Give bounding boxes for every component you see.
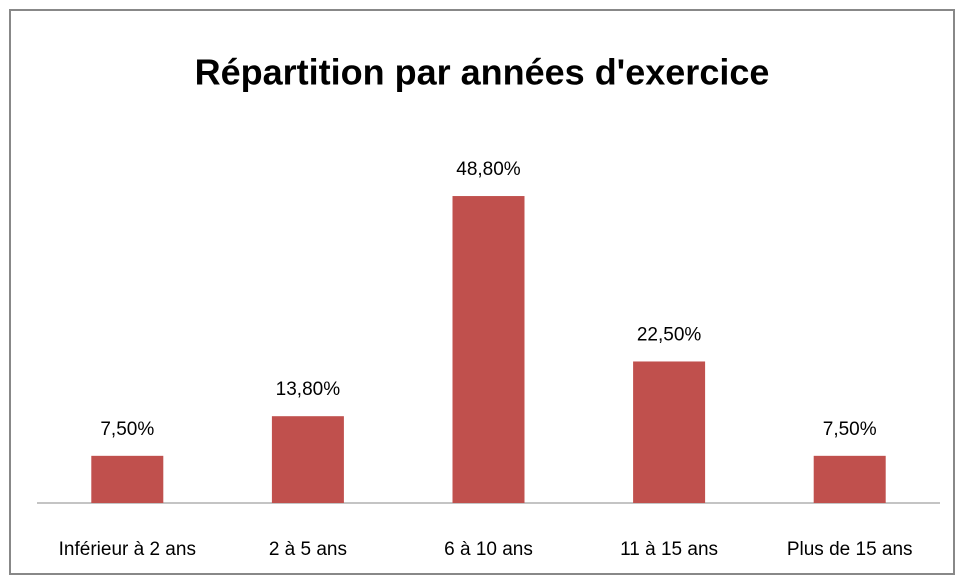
value-label: 48,80%: [456, 159, 521, 180]
value-label: 13,80%: [276, 379, 341, 400]
value-label: 22,50%: [637, 324, 702, 345]
chart-title: Répartition par années d'exercice: [195, 52, 770, 93]
value-label: 7,50%: [100, 419, 154, 440]
bar: [813, 455, 886, 503]
x-tick-label: Inférieur à 2 ans: [59, 539, 196, 560]
x-tick-label: 6 à 10 ans: [444, 539, 533, 560]
bar: [633, 361, 706, 503]
bar: [452, 196, 525, 503]
x-tick-label: Plus de 15 ans: [787, 539, 913, 560]
value-label: 7,50%: [823, 419, 877, 440]
bar: [91, 455, 164, 503]
bar: [271, 416, 344, 503]
x-tick-label: 2 à 5 ans: [269, 539, 347, 560]
x-tick-label: 11 à 15 ans: [620, 539, 718, 560]
